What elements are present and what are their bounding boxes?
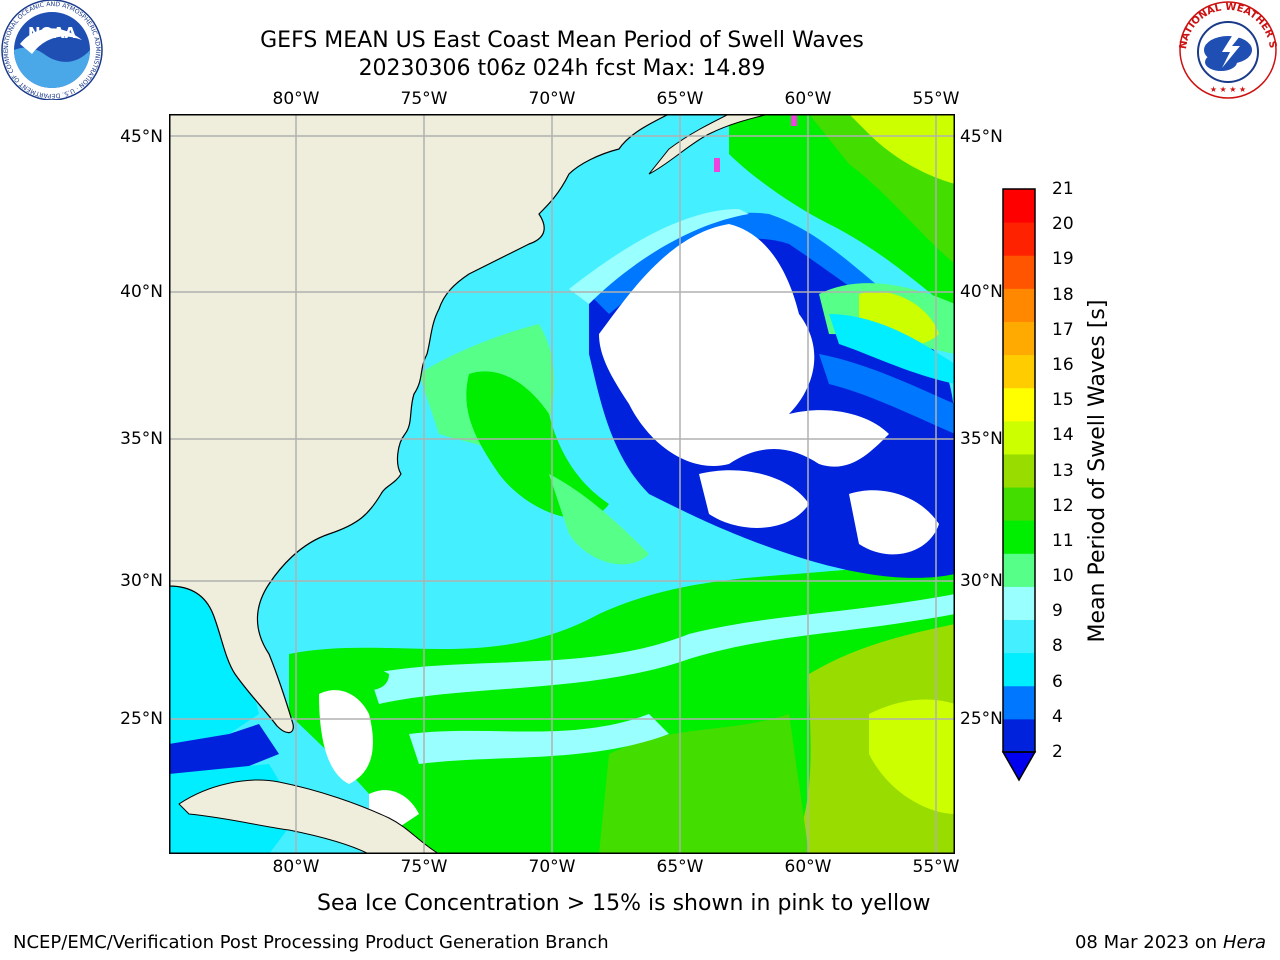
lat-tick-left-40n: 40°N [120,282,163,302]
colorbar-tick-12: 12 [1052,495,1074,516]
colorbar-segment-12 [1003,321,1035,356]
colorbar-segment-11 [1003,354,1035,389]
colorbar-tick-16: 16 [1052,354,1074,375]
lat-tick-left-35n: 35°N [120,429,163,449]
colorbar-segment-7 [1003,487,1035,521]
colorbar-tick-4: 4 [1052,706,1063,727]
noaa-logo-text: NOAA [28,24,77,42]
lon-tick-bottom-60w: 60°W [784,857,832,877]
colorbar-tick-10: 10 [1052,566,1074,587]
footer-machine: Hera [1222,932,1266,953]
lon-tick-bottom-55w: 55°W [912,857,960,877]
map-gridlines [169,114,955,854]
colorbar-segment-6 [1003,520,1035,554]
svg-text:★ ★ ★ ★: ★ ★ ★ ★ [1210,85,1246,94]
lon-tick-bottom-65w: 65°W [656,857,704,877]
colorbar-segment-2 [1003,652,1035,687]
lat-tick-left-45n: 45°N [120,127,163,147]
colorbar-segment-16 [1003,189,1035,223]
colorbar-segment-3 [1003,619,1035,654]
lon-tick-top-80w: 80°W [272,89,320,109]
colorbar-tick-2: 2 [1052,742,1063,762]
colorbar-under-arrow [1001,751,1037,782]
colorbar-tick-20: 20 [1052,214,1074,235]
colorbar-tick-14: 14 [1052,425,1074,446]
colorbar-segment-1 [1003,685,1035,720]
colorbar-segment-0 [1003,718,1035,753]
lat-tick-right-35n: 35°N [960,429,1003,449]
colorbar-tick-6: 6 [1052,671,1063,692]
lon-tick-top-55w: 55°W [912,89,960,109]
colorbar-segment-5 [1003,553,1035,587]
colorbar-segment-4 [1003,586,1035,621]
noaa-logo: NATIONAL OCEANIC AND ATMOSPHERIC ADMINIS… [0,0,103,100]
lat-tick-right-40n: 40°N [960,282,1003,302]
colorbar-tick-8: 8 [1052,636,1063,657]
lat-tick-right-25n: 25°N [960,709,1003,729]
colorbar-tick-18: 18 [1052,284,1074,305]
colorbar-segment-15 [1003,222,1035,256]
land-us-east-coast [169,114,670,734]
swell-period-map [169,114,955,854]
colorbar-tick-17: 17 [1052,319,1074,340]
lon-tick-top-60w: 60°W [784,89,832,109]
lon-tick-bottom-70w: 70°W [528,857,576,877]
colorbar-segment-10 [1003,387,1035,422]
sea-ice-note: Sea Ice Concentration > 15% is shown in … [317,891,931,916]
colorbar-tick-15: 15 [1052,390,1074,411]
northeast-yellow-zone [849,114,955,184]
lon-tick-top-75w: 75°W [400,89,448,109]
footer-date-text: 08 Mar 2023 on [1074,932,1218,953]
colorbar-segment-13 [1003,288,1035,322]
plot-title: GEFS MEAN US East Coast Mean Period of S… [260,28,864,53]
footer-org: NCEP/EMC/Verification Post Processing Pr… [13,932,609,953]
lon-tick-top-70w: 70°W [528,89,576,109]
land-cuba [178,779,440,854]
colorbar-tick-13: 13 [1052,460,1074,481]
lon-tick-bottom-80w: 80°W [272,857,320,877]
colorbar-tick-19: 19 [1052,249,1074,270]
colorbar-tick-21: 21 [1052,179,1074,199]
footer-date: 08 Mar 2023 on Hera [1075,932,1266,954]
lat-tick-left-25n: 25°N [120,709,163,729]
lon-tick-bottom-75w: 75°W [400,857,448,877]
colorbar-segment-14 [1003,255,1035,289]
lat-tick-right-45n: 45°N [960,127,1003,147]
colorbar-segment-9 [1003,420,1035,455]
colorbar-tick-9: 9 [1052,601,1063,622]
colorbar-label: Mean Period of Swell Waves [s] [1085,299,1110,643]
lon-tick-top-65w: 65°W [656,89,704,109]
lat-tick-right-30n: 30°N [960,571,1003,591]
colorbar-segment-8 [1003,453,1035,488]
plot-subtitle: 20230306 t06z 024h fcst Max: 14.89 [358,56,766,81]
colorbar-tick-11: 11 [1052,530,1074,551]
white-missing-zone [599,224,889,467]
colorbar [1001,188,1037,782]
lat-tick-left-30n: 30°N [120,571,163,591]
nws-logo: NATIONAL WEATHER SERVICE ★ ★ ★ ★ [1176,0,1278,99]
